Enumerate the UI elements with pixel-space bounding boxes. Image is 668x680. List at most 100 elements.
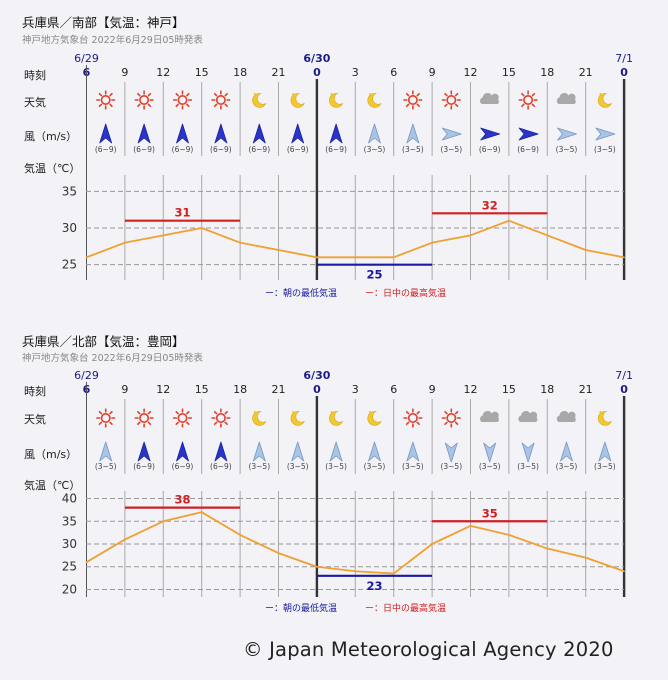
min-temp-label: 23 xyxy=(366,579,382,593)
temperature-point xyxy=(316,565,318,568)
hour-tick-label: 18 xyxy=(540,383,554,396)
wind-speed-label: (6~9) xyxy=(479,145,501,154)
hour-tick-label: 21 xyxy=(272,66,286,79)
wind-arrow-icon xyxy=(99,123,113,144)
temperature-point xyxy=(354,256,357,259)
temperature-point xyxy=(277,552,280,554)
wind-arrow-icon xyxy=(252,123,266,144)
date-label: 6/29 xyxy=(74,52,99,65)
weather-row-label: 天気 xyxy=(24,96,46,109)
hour-tick-label: 3 xyxy=(352,383,359,396)
sun-icon xyxy=(441,90,461,110)
temperature-point xyxy=(85,256,88,259)
wind-arrow-icon xyxy=(214,123,228,144)
hour-tick-label: 18 xyxy=(233,383,247,396)
wind-arrow-icon xyxy=(444,442,458,463)
y-tick-label: 20 xyxy=(62,582,77,596)
temperature-point xyxy=(277,249,280,251)
wind-arrow-icon xyxy=(252,441,266,462)
moon-icon xyxy=(597,410,613,426)
wind-speed-label: (3~5) xyxy=(248,462,270,471)
temperature-point xyxy=(431,241,433,244)
wind-arrow-icon xyxy=(480,127,501,141)
hour-tick-label: 6 xyxy=(390,66,397,79)
sun-icon xyxy=(134,90,154,110)
forecast-chart-kobe: 6/296/307/169121518210369121518210(6~9)(… xyxy=(62,52,633,299)
hour-tick-label: 12 xyxy=(156,66,170,79)
temp-row-label: 気温（℃） xyxy=(24,162,81,175)
hour-tick-label: 21 xyxy=(579,66,593,79)
temperature-point xyxy=(85,561,88,563)
hour-tick-label: 6 xyxy=(390,383,397,396)
hour-tick-label: 9 xyxy=(121,383,128,396)
wind-arrow-icon xyxy=(595,127,616,141)
moon-icon xyxy=(329,92,344,108)
hour-tick-label: 15 xyxy=(502,66,516,79)
wind-speed-label: (3~5) xyxy=(325,462,347,471)
moon-icon xyxy=(252,410,267,426)
y-tick-label: 30 xyxy=(62,537,77,551)
hour-tick-label: 0 xyxy=(313,66,321,79)
hour-tick-label: 0 xyxy=(313,383,321,396)
sun-icon xyxy=(134,408,154,428)
y-tick-label: 25 xyxy=(62,560,77,574)
wind-speed-label: (3~5) xyxy=(440,145,462,154)
wind-speed-label: (6~9) xyxy=(133,462,155,471)
wind-arrow-icon xyxy=(483,442,497,463)
wind-arrow-icon xyxy=(441,127,462,141)
max-temp-label: 38 xyxy=(174,493,190,507)
date-label: 7/1 xyxy=(615,369,633,382)
sun-icon xyxy=(403,408,423,428)
time-row-label: 時刻 xyxy=(24,69,46,82)
max-temp-label: 31 xyxy=(174,206,190,220)
wind-speed-label: (3~5) xyxy=(364,145,386,154)
y-tick-label: 30 xyxy=(62,221,77,235)
wind-arrow-icon xyxy=(176,441,189,462)
hour-tick-label: 18 xyxy=(540,66,554,79)
wind-arrow-icon xyxy=(368,441,381,462)
wind-arrow-icon xyxy=(557,127,577,141)
y-tick-label: 35 xyxy=(62,514,77,528)
temperature-point xyxy=(584,556,587,559)
sun-icon xyxy=(211,90,231,110)
sun-icon xyxy=(403,90,423,110)
wind-speed-label: (3~5) xyxy=(402,462,424,471)
moon-icon xyxy=(290,92,305,108)
y-tick-label: 35 xyxy=(62,184,77,198)
legend-min-temp: ー：朝の最低気温 xyxy=(265,287,337,299)
wind-speed-label: (3~5) xyxy=(440,462,462,471)
wind-row-label: 風（m/s） xyxy=(24,130,78,143)
max-temp-label: 35 xyxy=(482,506,498,520)
wind-speed-label: (3~5) xyxy=(556,145,578,154)
temp-row-label: 気温（℃） xyxy=(24,479,81,492)
hour-tick-label: 0 xyxy=(620,66,628,79)
wind-speed-label: (3~5) xyxy=(287,462,309,471)
temperature-point xyxy=(124,538,126,541)
cloud-icon xyxy=(556,411,576,422)
cloud-icon xyxy=(480,411,499,422)
wind-speed-label: (3~5) xyxy=(402,145,424,154)
hour-tick-label: 21 xyxy=(579,383,593,396)
min-temp-label: 25 xyxy=(366,268,382,282)
wind-arrow-icon xyxy=(176,123,189,144)
wind-arrow-icon xyxy=(406,441,420,462)
sun-icon xyxy=(172,90,193,110)
temperature-point xyxy=(200,511,203,513)
wind-speed-label: (6~9) xyxy=(287,145,309,154)
copyright-notice: © Japan Meteorological Agency 2020 xyxy=(243,638,614,661)
wind-speed-label: (6~9) xyxy=(172,145,194,154)
wind-speed-label: (3~5) xyxy=(594,145,616,154)
hour-tick-label: 15 xyxy=(195,66,209,79)
moon-icon xyxy=(329,410,344,426)
hour-tick-label: 9 xyxy=(121,66,128,79)
temperature-point xyxy=(623,256,625,259)
temperature-point xyxy=(546,234,549,237)
wind-speed-label: (3~5) xyxy=(594,462,616,471)
wind-arrow-icon xyxy=(518,127,539,141)
wind-speed-label: (3~5) xyxy=(364,462,386,471)
panel-title: 兵庫県／南部【気温：神戸】 xyxy=(22,15,185,30)
temperature-point xyxy=(546,547,549,550)
panel-subtitle: 神戸地方気象台 2022年6月29日05時発表 xyxy=(22,353,203,364)
temperature-point xyxy=(316,256,318,259)
temperature-point xyxy=(354,570,357,573)
